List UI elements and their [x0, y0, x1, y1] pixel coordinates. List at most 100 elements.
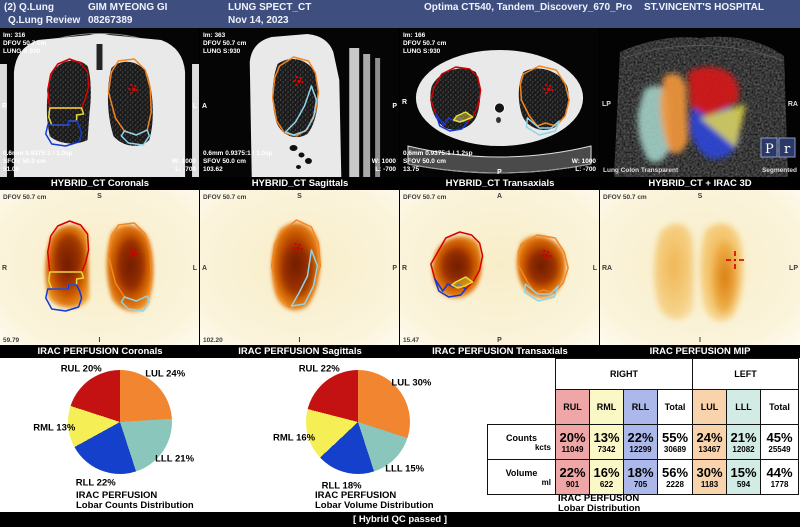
- svg-text:0.6mm 0.9375:1 / 1.0sp: 0.6mm 0.9375:1 / 1.0sp: [3, 150, 73, 157]
- ct-title-row: HYBRID_CT Coronals HYBRID_CT Sagittals H…: [0, 177, 800, 190]
- nm-coronal-title: IRAC PERFUSION Coronals: [37, 346, 163, 357]
- table-column-header: LUL: [692, 389, 727, 425]
- hospital-label: ST.VINCENT'S HOSPITAL: [644, 2, 764, 13]
- app-label: (2) Q.Lung: [4, 2, 54, 13]
- svg-text:SFOV 50.0 cm: SFOV 50.0 cm: [403, 158, 446, 165]
- table-data-cell: 30% 1183: [692, 459, 727, 495]
- svg-text:L: L: [193, 265, 198, 272]
- svg-text:W: 1000: W: 1000: [172, 158, 197, 165]
- svg-text:Im: 316: Im: 316: [3, 32, 26, 39]
- svg-text:P: P: [765, 142, 774, 157]
- analysis-section: LUL 24% LLL 21% RLL 22% RML 13% RUL 20% LUL …: [0, 358, 800, 514]
- svg-text:DFOV 50.7 cm: DFOV 50.7 cm: [3, 194, 47, 201]
- svg-text:R: R: [402, 99, 407, 106]
- svg-text:DFOV 50.7 cm: DFOV 50.7 cm: [403, 40, 447, 47]
- svg-text:L: L: [193, 103, 198, 110]
- patient-banner: (2) Q.Lung Q.Lung Review GIM MYEONG GI 0…: [0, 0, 800, 28]
- svg-text:L: -700: L: -700: [575, 166, 596, 173]
- svg-text:Segmented: Segmented: [762, 167, 797, 174]
- status-bar: [ Hybrid QC passed ]: [0, 512, 800, 527]
- svg-text:S: S: [297, 193, 302, 200]
- table-row: Volume ml 22% 901 16% 622 18% 705 56% 2228 30% 1183…: [487, 459, 799, 495]
- table-column-header: RLL: [623, 389, 658, 425]
- svg-text:P: P: [497, 337, 502, 344]
- nm-transaxial-viewport[interactable]: DFOV 50.7 cm A R L P 15.47: [400, 190, 599, 345]
- table-data-cell: 20% 11049: [555, 424, 590, 460]
- pie-slice-label: LLL 15%: [385, 463, 425, 475]
- table-column-header: Total: [657, 389, 693, 425]
- table-column-header: LLL: [726, 389, 761, 425]
- lobar-table-caption: IRAC PERFUSION Lobar Distribution: [558, 493, 641, 514]
- scanner-label: Optima CT540, Tandem_Discovery_670_Pro: [424, 2, 633, 13]
- svg-text:0.6mm 0.9375:1 / 1.2sp: 0.6mm 0.9375:1 / 1.2sp: [403, 150, 473, 157]
- pie-slice-label: RML 16%: [273, 432, 316, 444]
- nm-mip-viewport[interactable]: DFOV 50.7 cm S RA LP I: [600, 190, 800, 345]
- svg-text:59.79: 59.79: [3, 337, 20, 344]
- row-label-cell: Counts kcts: [487, 424, 556, 460]
- table-data-cell: 18% 705: [623, 459, 658, 495]
- svg-text:A: A: [202, 103, 207, 110]
- nm-transaxial-title: IRAC PERFUSION Transaxials: [432, 346, 568, 357]
- qc-status-text: [ Hybrid QC passed ]: [353, 514, 447, 525]
- pie-slice-label: RUL 22%: [298, 363, 340, 375]
- svg-text:LP: LP: [602, 101, 611, 108]
- svg-text:LUNG S:930: LUNG S:930: [3, 48, 41, 55]
- nm-title-row: IRAC PERFUSION Coronals IRAC PERFUSION S…: [0, 345, 800, 358]
- svg-text:Lung Colon Transparent: Lung Colon Transparent: [603, 167, 679, 174]
- patient-id: 08267389: [88, 15, 133, 26]
- patient-name: GIM MYEONG GI: [88, 2, 168, 13]
- svg-text:RA: RA: [602, 265, 612, 272]
- svg-text:R: R: [2, 265, 7, 272]
- pie-slice-label: LLL 21%: [155, 453, 195, 465]
- svg-text:DFOV 50.7 cm: DFOV 50.7 cm: [403, 194, 447, 201]
- ct-transaxial-title: HYBRID_CT Transaxials: [445, 178, 555, 189]
- pie-disc: [68, 370, 172, 474]
- table-column-header: RUL: [555, 389, 590, 425]
- svg-text:Im: 166: Im: 166: [403, 32, 426, 39]
- svg-text:0.6mm 0.9375:1 / 1.0sp: 0.6mm 0.9375:1 / 1.0sp: [203, 150, 273, 157]
- table-data-cell: 45% 25549: [760, 424, 799, 460]
- table-data-cell: 22% 12299: [623, 424, 658, 460]
- svg-text:A: A: [497, 193, 502, 200]
- crosshair-marker: [726, 251, 744, 269]
- table-data-cell: 44% 1778: [760, 459, 799, 495]
- table-data-cell: 22% 901: [555, 459, 590, 495]
- study-desc: LUNG SPECT_CT: [228, 2, 312, 13]
- pr-logo: P r: [760, 137, 796, 158]
- nm-sagittal-viewport[interactable]: DFOV 50.7 cm S A P I 102.20: [200, 190, 399, 345]
- nm-coronal-viewport[interactable]: DFOV 50.7 cm S R L I 59.79: [0, 190, 199, 345]
- svg-text:P: P: [392, 265, 397, 272]
- svg-text:LUNG S:930: LUNG S:930: [203, 48, 241, 55]
- svg-text:I: I: [699, 337, 701, 344]
- ct-sagittal-viewport[interactable]: Im: 363 DFOV 50.7 cm LUNG S:930 0.6mm 0.…: [200, 28, 399, 177]
- svg-text:P: P: [497, 169, 502, 176]
- svg-text:103.62: 103.62: [203, 166, 223, 173]
- lesion-marker: [128, 84, 139, 94]
- study-date: Nov 14, 2023: [228, 15, 289, 26]
- svg-text:L: -700: L: -700: [375, 166, 396, 173]
- table-column-header: RML: [589, 389, 624, 425]
- svg-text:S: S: [97, 193, 102, 200]
- view-label: Q.Lung Review: [8, 15, 81, 26]
- table-data-cell: 16% 622: [589, 459, 624, 495]
- pie-slice-label: LUL 30%: [391, 377, 432, 389]
- table-column-header: Total: [760, 389, 799, 425]
- table-corner-cell: [487, 358, 556, 425]
- ct-coronal-viewport[interactable]: Im: 316 DFOV 50.7 cm LUNG S:930 0.6mm 0.…: [0, 28, 199, 177]
- pie-slice-label: RUL 20%: [60, 363, 102, 375]
- svg-text:P: P: [392, 103, 397, 110]
- svg-text:SFOV 50.0 cm: SFOV 50.0 cm: [3, 158, 46, 165]
- table-data-cell: 15% 594: [726, 459, 761, 495]
- svg-text:15.47: 15.47: [403, 337, 420, 344]
- ct-irac-3d-viewport[interactable]: P r LP RA Lung Colon Transparent Segment…: [600, 28, 800, 177]
- table-row: Counts kcts 20% 11049 13% 7342 22% 12299 55% 3068…: [487, 424, 799, 460]
- nm-mip-title: IRAC PERFUSION MIP: [649, 346, 751, 357]
- ct-transaxial-viewport[interactable]: Im: 166 DFOV 50.7 cm LUNG S:930 0.6mm 0.…: [400, 28, 599, 177]
- pie-slice-label: RLL 22%: [75, 477, 116, 489]
- svg-text:R: R: [402, 265, 407, 272]
- pie-disc: [306, 370, 410, 474]
- svg-text:LUNG S:930: LUNG S:930: [403, 48, 441, 55]
- svg-text:LP: LP: [789, 265, 798, 272]
- svg-text:L: -700: L: -700: [175, 166, 196, 173]
- ct-coronal-title: HYBRID_CT Coronals: [50, 178, 150, 189]
